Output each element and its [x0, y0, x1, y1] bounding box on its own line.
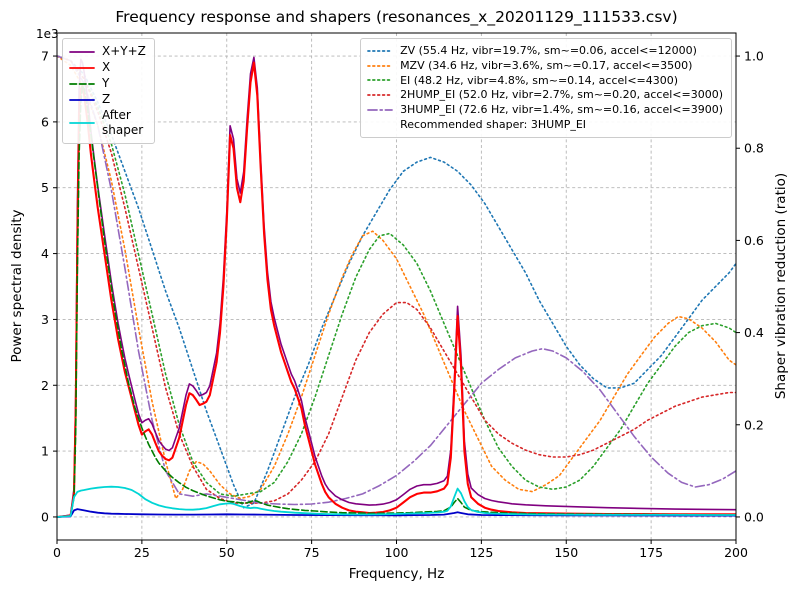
x-tick-label: 200 — [724, 545, 748, 560]
y-axis-label-right: Shaper vibration reduction (ratio) — [773, 172, 789, 400]
legend-entry: Z — [69, 92, 146, 107]
legend-line-sample — [367, 108, 393, 111]
legend-label: 2HUMP_EI (52.0 Hz, vibr=2.7%, sm~=0.20, … — [400, 88, 723, 102]
series-After-shaper — [57, 485, 736, 518]
y-right-tick-label: 1.0 — [744, 49, 764, 64]
series-MZV — [57, 55, 736, 500]
series-ZV — [57, 55, 736, 509]
legend-label: Z — [102, 92, 111, 106]
y-left-tick-label: 7 — [41, 49, 49, 64]
legend-label: EI (48.2 Hz, vibr=4.8%, sm~=0.14, accel<… — [400, 73, 679, 87]
x-tick-label: 50 — [219, 545, 235, 560]
x-tick-label: 75 — [304, 545, 320, 560]
y-right-tick-label: 0.6 — [744, 233, 764, 248]
y-left-tick-label: 5 — [41, 180, 49, 195]
legend-label: 3HUMP_EI (72.6 Hz, vibr=1.4%, sm~=0.16, … — [400, 103, 723, 116]
x-tick-label: 150 — [554, 545, 578, 560]
x-axis-label: Frequency, Hz — [348, 566, 445, 582]
y-left-tick-label: 0 — [41, 509, 49, 524]
y-left-tick-label: 1 — [41, 444, 49, 459]
x-tick-label: 0 — [53, 545, 61, 560]
y-right-tick-label: 0.0 — [744, 509, 764, 524]
legend-line-sample — [69, 122, 95, 124]
legend-label: Recommended shaper: 3HUMP_EI — [400, 117, 587, 131]
legend-label: After shaper — [102, 108, 144, 137]
series-Y — [57, 84, 736, 518]
legend-line-sample — [367, 79, 393, 82]
chart-title: Frequency response and shapers (resonanc… — [115, 8, 678, 26]
series-Z — [57, 508, 736, 518]
x-tick-label: 25 — [134, 545, 150, 560]
y-axis-label-left: Power spectral density — [9, 209, 25, 363]
legend-line-sample — [367, 49, 393, 52]
tick-marks — [53, 55, 740, 544]
y-right-tick-label: 0.2 — [744, 417, 764, 432]
legend-psd: X+Y+Z X Y Z After shaper — [62, 38, 155, 144]
y-left-tick-label: 6 — [41, 114, 49, 129]
series-EI — [57, 55, 736, 497]
legend-entry: Y — [69, 76, 146, 91]
legend-label: ZV (55.4 Hz, vibr=19.7%, sm~=0.06, accel… — [400, 44, 697, 57]
legend-entry: X — [69, 60, 146, 75]
y-left-tick-label: 4 — [41, 246, 49, 261]
series-3HUMP_EI — [57, 55, 736, 506]
legend-entry: ZV (55.4 Hz, vibr=19.7%, sm~=0.06, accel… — [367, 44, 723, 58]
legend-label: X+Y+Z — [102, 44, 146, 58]
legend-line-sample — [69, 98, 95, 101]
y-left-tick-label: 2 — [41, 378, 49, 393]
legend-label: X — [102, 60, 111, 74]
y-axis-multiplier: 1e3 — [36, 27, 59, 41]
legend-line-sample — [367, 64, 393, 67]
y-right-tick-label: 0.8 — [744, 141, 764, 156]
legend-entry-recommended: Recommended shaper: 3HUMP_EI — [367, 118, 723, 132]
series-group — [57, 55, 736, 519]
series-X — [57, 61, 736, 519]
legend-line-sample — [69, 66, 95, 69]
x-tick-label: 100 — [385, 545, 409, 560]
y-left-tick-label: 3 — [41, 312, 49, 327]
legend-label: MZV (34.6 Hz, vibr=3.6%, sm~=0.17, accel… — [400, 58, 693, 72]
x-tick-label: 175 — [639, 545, 663, 560]
legend-label: Y — [102, 76, 110, 90]
legend-line-sample — [69, 82, 95, 85]
legend-line-sample — [367, 94, 393, 97]
legend-entry: 3HUMP_EI (72.6 Hz, vibr=1.4%, sm~=0.16, … — [367, 103, 723, 117]
legend-entry: EI (48.2 Hz, vibr=4.8%, sm~=0.14, accel<… — [367, 74, 723, 88]
legend-shapers: ZV (55.4 Hz, vibr=19.7%, sm~=0.06, accel… — [360, 38, 732, 138]
legend-entry: MZV (34.6 Hz, vibr=3.6%, sm~=0.17, accel… — [367, 59, 723, 73]
legend-entry: After shaper — [69, 108, 146, 138]
legend-entry: 2HUMP_EI (52.0 Hz, vibr=2.7%, sm~=0.20, … — [367, 88, 723, 102]
legend-entry: X+Y+Z — [69, 44, 146, 59]
tick-labels: 0 25 50 75 100 125 150 175 200 0 1 2 3 4 5 6 7 0.0 0.2 0.4 0… — [41, 49, 764, 560]
y-right-tick-label: 0.4 — [744, 325, 764, 340]
legend-line-sample — [69, 50, 95, 53]
x-tick-label: 125 — [469, 545, 493, 560]
series-2HUMP_EI — [57, 55, 736, 504]
